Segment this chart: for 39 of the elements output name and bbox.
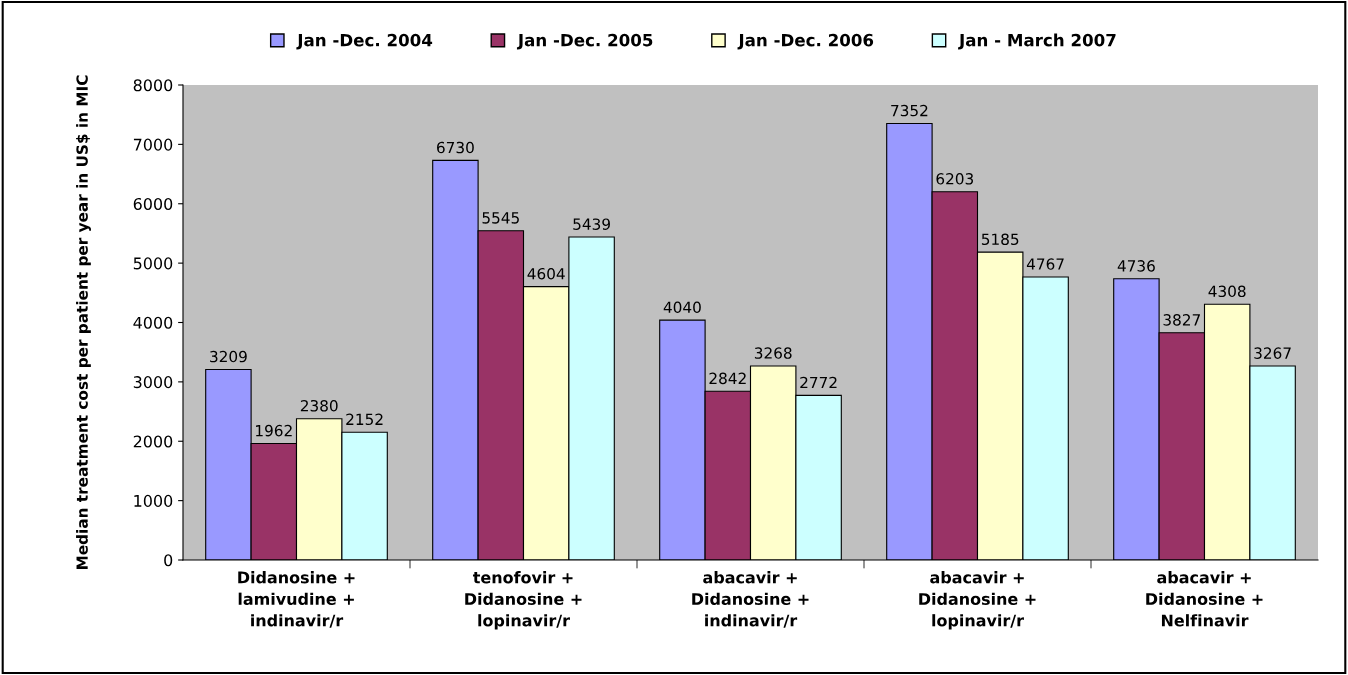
data-label: 2152 <box>346 413 383 426</box>
legend-label: Jan -Dec. 2004 <box>296 33 433 50</box>
y-tick-label: 6000 <box>133 197 173 211</box>
data-label: 3267 <box>1254 347 1291 359</box>
legend-label: Jan -Dec. 2005 <box>516 33 653 50</box>
y-tick-label: 3000 <box>133 376 173 389</box>
data-label: 6730 <box>437 141 474 154</box>
data-label: 4736 <box>1117 260 1155 272</box>
data-label: 5545 <box>482 212 519 224</box>
data-label: 1962 <box>256 424 292 437</box>
x-tick-label: abacavir + Didanosine + indinavir/r <box>692 571 809 628</box>
x-tick-label: abacavir + Didanosine + Nelfinavir <box>1146 571 1263 627</box>
data-label: 3827 <box>1163 314 1200 326</box>
data-label: 4040 <box>663 301 701 313</box>
y-tick-label: 1000 <box>134 494 173 507</box>
data-label: 2380 <box>300 400 338 412</box>
data-label: 5439 <box>573 218 610 230</box>
data-label: 2842 <box>709 372 746 385</box>
y-tick-label: 5000 <box>133 257 173 270</box>
data-label: 2772 <box>800 376 837 389</box>
x-tick-label: Didanosine + lamivudine + indinavir/r <box>238 571 355 628</box>
data-label: 4604 <box>527 267 565 280</box>
data-label: 4767 <box>1026 258 1064 270</box>
x-tick-label: abacavir + Didanosine + lopinavir/r <box>919 571 1036 630</box>
data-label: 3268 <box>754 347 792 359</box>
y-tick-label: 4000 <box>133 316 173 329</box>
legend-label: Jan - March 2007 <box>958 33 1116 50</box>
x-tick-label: tenofovir + Didanosine + lopinavir/r <box>465 571 582 630</box>
data-label: 5185 <box>981 233 1019 246</box>
data-label: 6203 <box>936 173 974 185</box>
y-tick-label: 7000 <box>133 138 173 151</box>
y-tick-label: 0 <box>164 554 173 567</box>
y-tick-label: 8000 <box>133 79 173 92</box>
data-label: 4308 <box>1208 285 1246 298</box>
legend-label: Jan -Dec. 2006 <box>737 33 874 50</box>
data-label: 3209 <box>210 350 247 363</box>
y-tick-label: 2000 <box>133 435 173 448</box>
y-axis-title: Median treatment cost per patient per year in US$ in MIC <box>76 75 91 570</box>
data-label: 7352 <box>891 104 928 117</box>
